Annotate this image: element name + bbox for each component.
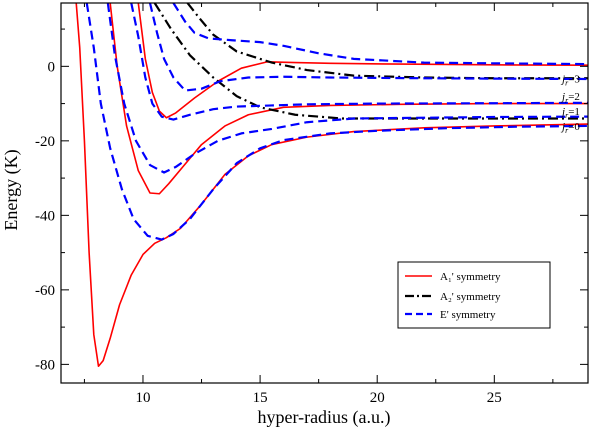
series-line-e-8 (148, 3, 588, 92)
legend-label-a2: A₂' symmetry (440, 291, 501, 303)
series-line-a1-0 (75, 3, 588, 368)
y-axis-title: Energy (K) (1, 149, 22, 230)
curves-group (75, 3, 588, 368)
legend: A₁' symmetry A₂' symmetry E' symmetry (397, 261, 551, 329)
y-tick-label: -80 (35, 357, 55, 373)
annotations-group: jr=3 jr=2jr=1jr=0 (560, 73, 580, 135)
jr-label-0: jr=3 (560, 73, 580, 87)
x-tick-label: 10 (135, 390, 150, 406)
legend-label-e: E' symmetry (440, 309, 496, 321)
series-line-e-6 (106, 3, 588, 174)
x-tick-label: 15 (253, 390, 268, 406)
x-tick-label: 25 (487, 390, 502, 406)
series-line-a1-2 (137, 3, 588, 119)
jr-label-1: jr=2 (560, 91, 580, 105)
y-tick-label: 0 (48, 59, 56, 75)
series-line-e-7 (130, 3, 588, 121)
series-line-e-9 (172, 3, 588, 66)
series-line-a1-1 (109, 3, 588, 195)
y-tick-label: -40 (35, 208, 55, 224)
series-line-e-5 (85, 3, 588, 241)
plot-frame (60, 2, 589, 384)
axes-group: 10 15 20 25 -80 -60 -40 -20 0 (35, 3, 588, 406)
y-tick-label: -60 (35, 283, 55, 299)
y-tick-label: -20 (35, 134, 55, 150)
jr-label-3: jr=0 (560, 121, 580, 135)
legend-box (397, 261, 551, 329)
x-tick-label: 20 (370, 390, 385, 406)
jr-label-2: jr=1 (560, 106, 580, 120)
legend-label-a1: A₁' symmetry (440, 271, 501, 283)
x-axis-title: hyper-radius (a.u.) (257, 407, 390, 428)
